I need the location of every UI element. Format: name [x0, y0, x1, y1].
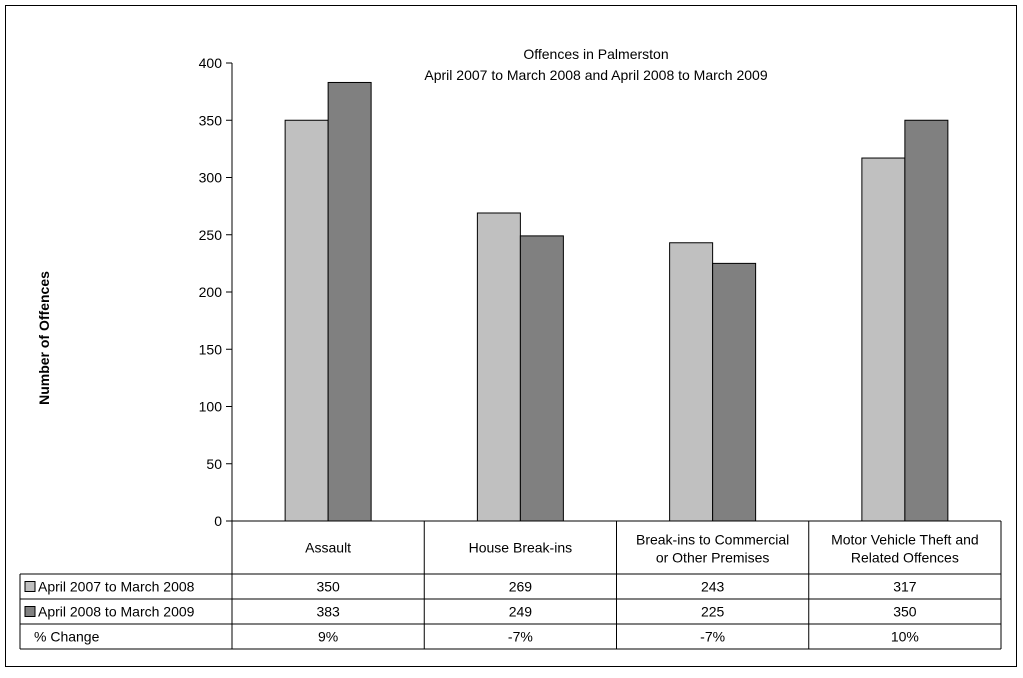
chart-title: Offences in Palmerston	[523, 46, 668, 62]
x-tick-label: House Break-ins	[469, 540, 573, 556]
y-tick-label: 250	[199, 227, 223, 243]
data-label: 225	[701, 604, 725, 620]
plot-area: 0 50 100 150 200 250 300 350 400 Assault House Bre…	[19, 55, 1002, 650]
y-tick-label: 400	[199, 55, 223, 71]
percent-change-value: -7%	[700, 629, 725, 645]
chart-frame: Offences in Palmerston April 2007 to Mar…	[5, 5, 1017, 667]
percent-change-label: % Change	[34, 629, 100, 645]
data-label: 350	[316, 579, 340, 595]
bar	[669, 242, 714, 522]
y-tick-label: 100	[199, 399, 223, 415]
chart-svg: Offences in Palmerston April 2007 to Mar…	[19, 46, 1002, 650]
bar	[476, 212, 521, 522]
data-label: 249	[509, 604, 533, 620]
legend-swatch	[24, 606, 36, 617]
bar	[904, 119, 949, 522]
percent-change-value: -7%	[508, 629, 533, 645]
data-label: 350	[893, 604, 917, 620]
x-tick-label: Break-ins to Commercial	[636, 532, 789, 548]
y-axis-label: Number of Offences	[36, 271, 52, 405]
legend-swatch	[24, 581, 36, 592]
data-label: 317	[893, 579, 917, 595]
percent-change-value: 10%	[891, 629, 919, 645]
y-tick-label: 50	[206, 456, 222, 472]
data-label: 269	[509, 579, 533, 595]
legend-label: April 2007 to March 2008	[38, 579, 195, 595]
y-tick-label: 0	[214, 513, 222, 529]
bar	[861, 157, 906, 522]
chart-subtitle: April 2007 to March 2008 and April 2008 …	[424, 67, 767, 83]
x-tick-label: Related Offences	[851, 550, 959, 566]
bar	[284, 119, 329, 522]
y-tick-label: 150	[199, 341, 223, 357]
bar	[519, 235, 564, 522]
bar	[712, 262, 757, 522]
legend-label: April 2008 to March 2009	[38, 604, 195, 620]
data-label: 383	[316, 604, 340, 620]
data-label: 243	[701, 579, 725, 595]
x-tick-label: Assault	[305, 540, 351, 556]
x-tick-label: Motor Vehicle Theft and	[831, 532, 979, 548]
x-tick-label: or Other Premises	[656, 550, 770, 566]
percent-change-value: 9%	[318, 629, 338, 645]
bar	[327, 81, 372, 522]
y-tick-label: 300	[199, 170, 223, 186]
y-tick-label: 350	[199, 112, 223, 128]
y-tick-label: 200	[199, 284, 223, 300]
